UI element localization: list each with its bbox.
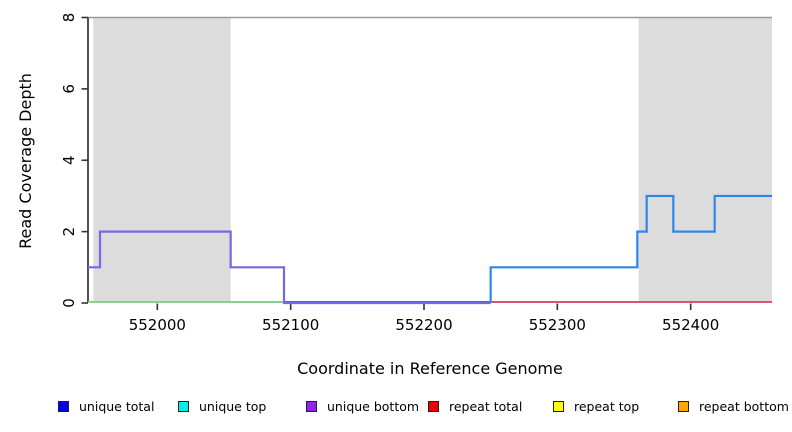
coverage-chart: 0 2 4 6 8 552000 552100 552200 552300 552400 Coor… <box>16 13 772 378</box>
legend-label: repeat total <box>449 398 523 414</box>
x-tick-label: 552300 <box>529 316 586 334</box>
legend-item-unique-total: unique total <box>58 397 154 415</box>
series-line-unique-bottom-coverage <box>88 230 491 305</box>
legend-swatch-icon <box>678 400 689 412</box>
y-axis-title: Read Coverage Depth <box>16 73 35 249</box>
legend-swatch-icon <box>428 400 439 412</box>
chart-legend: unique total unique top unique bottom repea… <box>0 397 792 421</box>
legend-label: repeat top <box>574 398 640 414</box>
legend-swatch-icon <box>306 400 317 412</box>
legend-item-repeat-total: repeat total <box>428 397 522 415</box>
legend-swatch-icon <box>553 400 564 412</box>
legend-item-repeat-bottom: repeat bottom <box>678 397 789 415</box>
legend-swatch-icon <box>58 400 69 412</box>
legend-label: unique total <box>79 398 155 414</box>
y-tick-label: 2 <box>60 227 78 237</box>
y-tick-label: 0 <box>60 298 78 308</box>
x-tick-label: 552400 <box>662 316 719 334</box>
y-tick-label: 4 <box>60 155 78 165</box>
y-tick-label: 6 <box>60 84 78 94</box>
x-tick-label: 552100 <box>262 316 319 334</box>
x-tick-label: 552200 <box>395 316 452 334</box>
legend-item-unique-top: unique top <box>178 397 266 415</box>
y-tick-label: 8 <box>60 13 78 23</box>
legend-label: repeat bottom <box>699 398 789 414</box>
repeat-region-left <box>93 17 231 303</box>
x-tick-label: 552000 <box>129 316 186 334</box>
legend-item-repeat-top: repeat top <box>553 397 639 415</box>
repeat-region-right <box>638 17 772 303</box>
x-axis-title: Coordinate in Reference Genome <box>297 359 563 378</box>
series-line-unique-top-coverage <box>489 194 772 303</box>
legend-label: unique bottom <box>327 398 420 414</box>
legend-label: unique top <box>199 398 267 414</box>
legend-item-unique-bottom: unique bottom <box>306 397 419 415</box>
legend-swatch-icon <box>178 400 189 412</box>
